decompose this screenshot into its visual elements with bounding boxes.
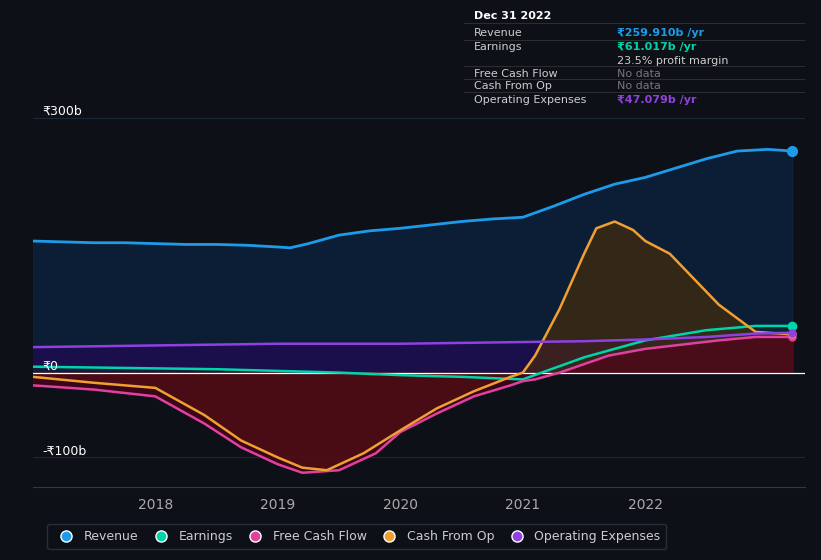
Text: Cash From Op: Cash From Op <box>474 81 552 91</box>
Text: Operating Expenses: Operating Expenses <box>474 95 586 105</box>
Text: ₹0: ₹0 <box>43 360 58 372</box>
Text: Free Cash Flow: Free Cash Flow <box>474 69 557 79</box>
Text: ₹300b: ₹300b <box>43 105 82 118</box>
Text: ₹259.910b /yr: ₹259.910b /yr <box>617 27 704 38</box>
Text: No data: No data <box>617 69 661 79</box>
Text: Dec 31 2022: Dec 31 2022 <box>474 11 552 21</box>
Legend: Revenue, Earnings, Free Cash Flow, Cash From Op, Operating Expenses: Revenue, Earnings, Free Cash Flow, Cash … <box>48 524 667 549</box>
Text: Revenue: Revenue <box>474 27 523 38</box>
Text: No data: No data <box>617 81 661 91</box>
Text: ₹61.017b /yr: ₹61.017b /yr <box>617 42 696 52</box>
Text: Earnings: Earnings <box>474 42 523 52</box>
Text: -₹100b: -₹100b <box>43 445 87 458</box>
Text: 23.5% profit margin: 23.5% profit margin <box>617 55 729 66</box>
Text: ₹47.079b /yr: ₹47.079b /yr <box>617 95 697 105</box>
